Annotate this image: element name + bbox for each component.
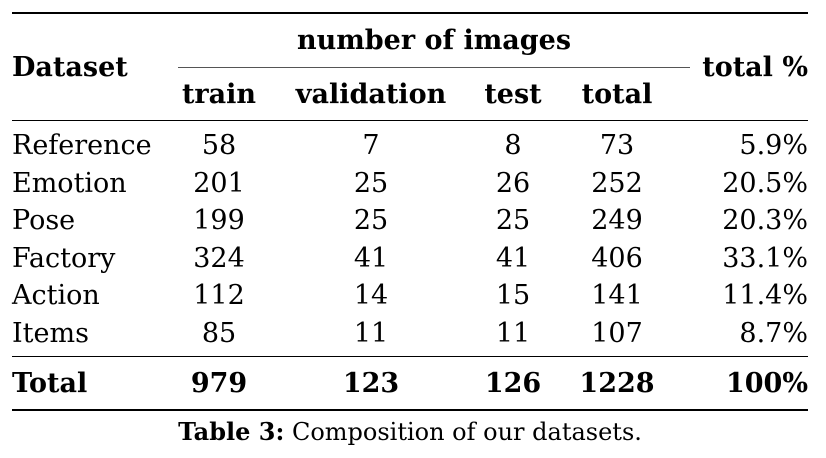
table-row: Emotion 201 25 26 252 20.5% <box>12 165 808 203</box>
row-name: Items <box>12 317 89 349</box>
cell-train: 201 <box>193 167 245 199</box>
header-row-sub: train validation test total <box>12 68 808 121</box>
cell-total: 107 <box>591 317 643 349</box>
cell-validation: 25 <box>353 205 389 237</box>
bottom-rule <box>12 409 808 412</box>
header-total: total <box>581 78 653 110</box>
total-total: 1228 <box>579 367 655 399</box>
header-number-of-images: number of images <box>178 14 690 68</box>
cell-test: 11 <box>495 317 531 349</box>
cell-percent: 20.3% <box>722 205 808 237</box>
cell-validation: 7 <box>362 130 380 162</box>
cell-validation: 11 <box>353 317 389 349</box>
caption-text: Composition of our datasets. <box>291 418 642 446</box>
header-row-group: Dataset number of images total % <box>12 14 808 80</box>
table-row: Action 112 14 15 141 11.4% <box>12 277 808 315</box>
row-name: Reference <box>12 130 152 162</box>
cell-train: 324 <box>193 242 245 274</box>
header-validation: validation <box>295 78 447 110</box>
dataset-composition-table: Dataset number of images total % train v… <box>12 12 808 412</box>
row-name: Factory <box>12 242 116 274</box>
header-train: train <box>181 78 257 110</box>
table-row: Pose 199 25 25 249 20.3% <box>12 202 808 240</box>
cell-validation: 14 <box>353 280 389 312</box>
table-figure: Dataset number of images total % train v… <box>12 12 810 446</box>
cell-total: 252 <box>591 167 643 199</box>
cell-total: 249 <box>591 205 643 237</box>
cell-percent: 20.5% <box>722 167 808 199</box>
total-validation: 123 <box>342 367 400 399</box>
cell-total: 73 <box>599 130 635 162</box>
caption-label: Table 3: <box>178 417 285 446</box>
cell-validation: 25 <box>353 167 389 199</box>
total-percent: 100% <box>725 367 808 399</box>
total-test: 126 <box>484 367 542 399</box>
cell-test: 25 <box>495 205 531 237</box>
cell-percent: 8.7% <box>739 317 808 349</box>
table-caption: Table 3: Composition of our datasets. <box>12 417 808 446</box>
header-total-percent: total % <box>702 51 808 83</box>
total-train: 979 <box>190 367 248 399</box>
cell-total: 406 <box>591 242 643 274</box>
cell-test: 8 <box>504 130 522 162</box>
cell-train: 85 <box>201 317 237 349</box>
row-name: Pose <box>12 205 76 237</box>
cell-percent: 33.1% <box>722 242 808 274</box>
mid-rule <box>12 356 808 357</box>
cell-train: 199 <box>193 205 245 237</box>
table-row: Factory 324 41 41 406 33.1% <box>12 240 808 278</box>
total-row: Total 979 123 126 1228 100% <box>12 357 808 410</box>
cell-test: 41 <box>495 242 531 274</box>
cell-percent: 5.9% <box>739 130 808 162</box>
row-name: Action <box>12 280 100 312</box>
cell-test: 15 <box>495 280 531 312</box>
mid-rule <box>12 120 808 121</box>
cell-percent: 11.4% <box>722 280 808 312</box>
total-label: Total <box>12 367 88 399</box>
header-test: test <box>484 78 542 110</box>
cell-test: 26 <box>495 167 531 199</box>
cell-total: 141 <box>591 280 643 312</box>
table-row: Items 85 11 11 107 8.7% <box>12 315 808 357</box>
cell-train: 58 <box>201 130 237 162</box>
row-name: Emotion <box>12 167 127 199</box>
cell-train: 112 <box>193 280 245 312</box>
header-dataset: Dataset <box>12 51 128 83</box>
cell-validation: 41 <box>353 242 389 274</box>
table-row: Reference 58 7 8 73 5.9% <box>12 121 808 165</box>
